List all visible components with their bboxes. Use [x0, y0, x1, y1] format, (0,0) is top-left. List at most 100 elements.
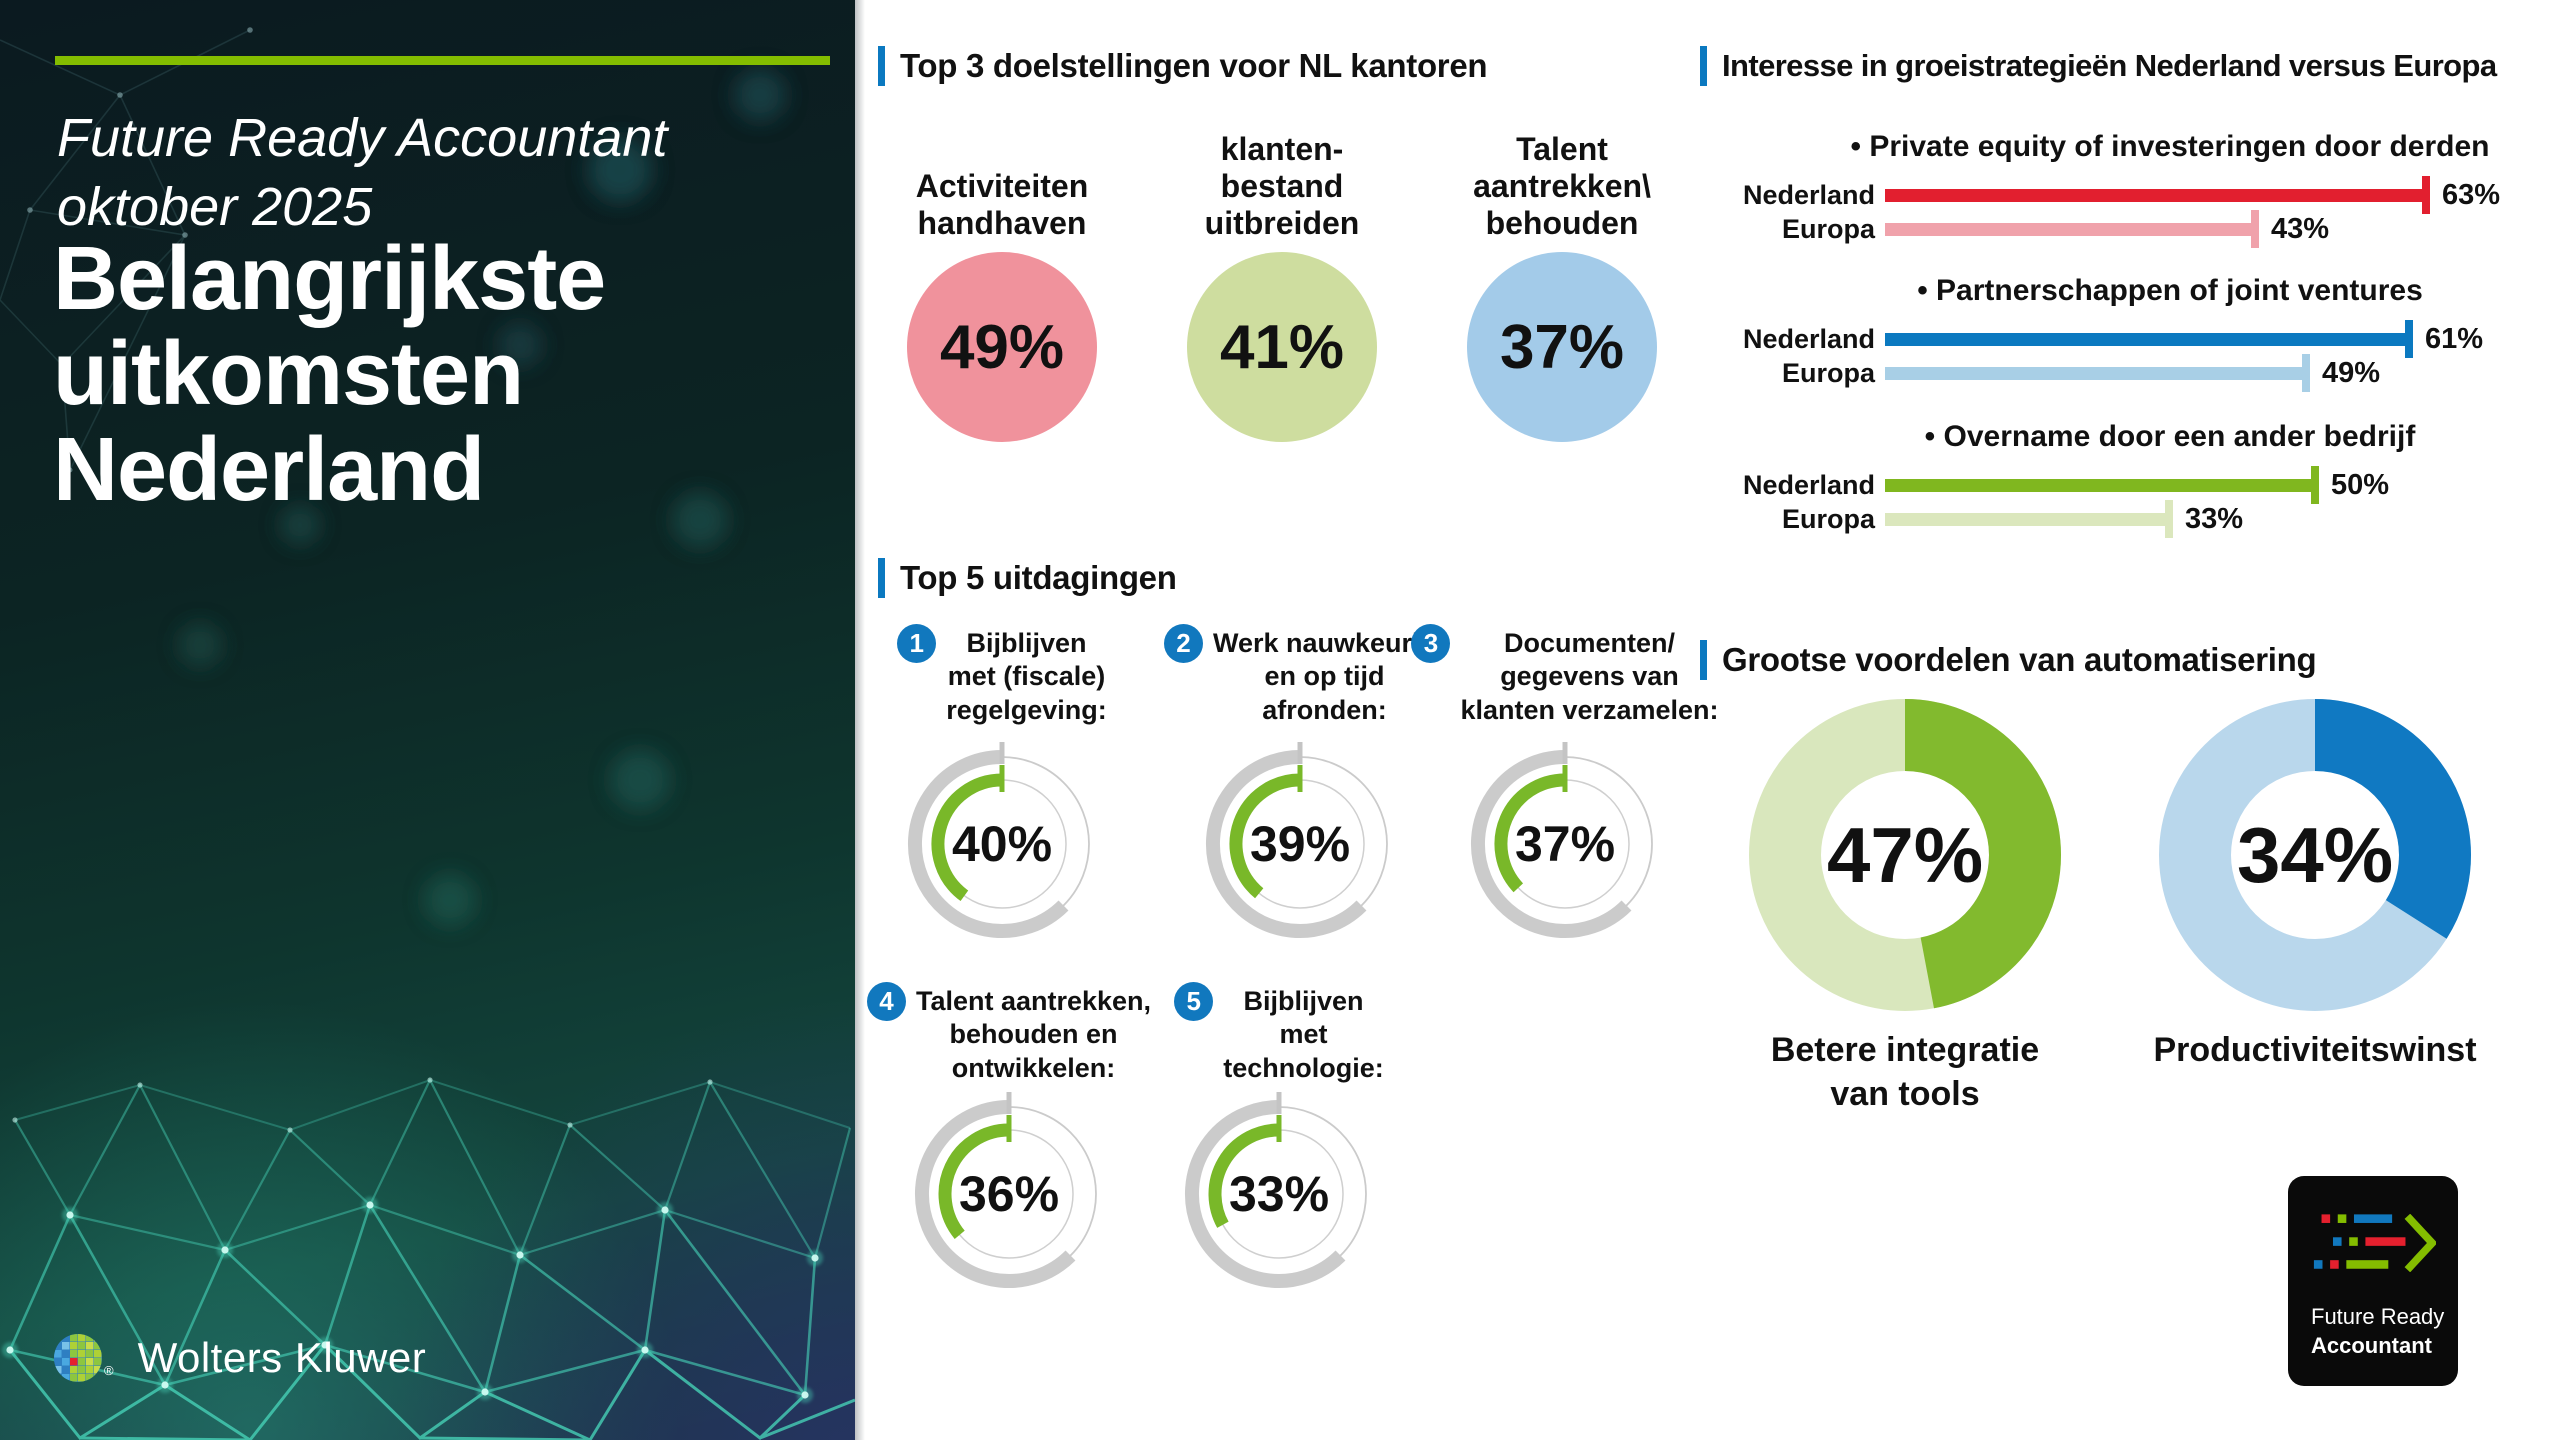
goal-item: Talent aantrekken\ behouden 37%: [1412, 118, 1712, 442]
challenge-gauge: [908, 742, 1090, 938]
goal-label: klanten- bestand uitbreiden: [1204, 130, 1360, 241]
benefit-donut: [2159, 699, 2471, 1011]
bar-endcap: [2302, 354, 2310, 392]
challenge-item: 5 Bijblijven met technologie:: [1099, 982, 1459, 1085]
country-row: Nederland 63%: [1700, 176, 2560, 214]
challenge-item: 3 Documenten/ gegevens van klanten verzam…: [1385, 624, 1745, 727]
goal-value: 49%: [939, 312, 1065, 382]
country-value: 50%: [2331, 468, 2390, 501]
strategy-group-title: • Partnerschappen of joint ventures: [1917, 274, 2423, 307]
section-title-benefits: Grootse voordelen van automatisering: [1700, 640, 2317, 680]
section-title-growth: Interesse in groeistrategieën Nederland …: [1700, 46, 2497, 86]
country-bar: [1885, 512, 2167, 526]
challenge-label: Bijblijven met (fiscale) regelgeving:: [946, 628, 1107, 725]
country-row: Nederland 50%: [1700, 466, 2560, 504]
report-edition-subtitle: Future Ready Accountant oktober 2025: [57, 108, 668, 238]
goal-item: Activiteiten handhaven 49%: [852, 118, 1152, 442]
challenge-label: Talent aantrekken, behouden en ontwikkel…: [915, 986, 1152, 1083]
challenge-label: Documenten/ gegevens van klanten verzame…: [1460, 628, 1719, 725]
goal-circle: 49%: [907, 252, 1097, 442]
accent-bar: [878, 558, 885, 598]
country-row: Europa 49%: [1700, 354, 2560, 392]
country-label: Europa: [1781, 503, 1875, 534]
section-title-text: Grootse voordelen van automatisering: [1722, 641, 2317, 678]
wolters-kluwer-logo: ® Wolters Kluwer: [54, 1334, 426, 1382]
left-panel: Future Ready Accountant oktober 2025 Bel…: [0, 0, 855, 1440]
country-value: 33%: [2185, 502, 2244, 535]
bar-endcap: [2405, 320, 2413, 358]
country-label: Nederland: [1742, 179, 1875, 210]
strategy-group-title: • Private equity of investeringen door d…: [1850, 130, 2490, 163]
challenge-number-badge: 5: [1174, 982, 1214, 1021]
page-title: Belangrijkste uitkomsten Nederland: [53, 229, 606, 520]
country-label: Nederland: [1742, 469, 1875, 500]
country-bar: [1885, 332, 2407, 346]
country-bar: [1885, 366, 2304, 380]
goal-item: klanten- bestand uitbreiden 41%: [1132, 118, 1432, 442]
country-label: Europa: [1781, 213, 1875, 244]
benefit-caption: Productiviteitswinst: [2153, 1031, 2477, 1069]
country-bar: [1885, 478, 2313, 492]
strategy-group-title: • Overname door een ander bedrijf: [1924, 420, 2416, 453]
challenge-number-badge: 1: [897, 624, 937, 663]
goal-circle: 37%: [1467, 252, 1657, 442]
section-title-text: Top 3 doelstellingen voor NL kantoren: [900, 47, 1488, 84]
wolters-kluwer-mosaic-icon: [54, 1334, 102, 1382]
benefit-caption: Betere integratie van tools: [1770, 1031, 2040, 1114]
badge-title-line1: Future Ready: [2311, 1304, 2445, 1329]
section-title-top3: Top 3 doelstellingen voor NL kantoren: [878, 46, 1488, 86]
bar-endcap: [2165, 500, 2173, 538]
bar-endcap: [2251, 210, 2259, 248]
country-row: Europa 33%: [1700, 500, 2560, 538]
challenge-item: 4 Talent aantrekken, behouden en ontwikke…: [829, 982, 1189, 1085]
country-bar-track: [1885, 210, 2259, 248]
challenge-label: Werk nauwkeurig en op tijd afronden:: [1212, 628, 1437, 725]
bar-endcap: [2311, 466, 2319, 504]
strategy-group: • Private equity of investeringen door d…: [1700, 130, 2560, 248]
strategy-group: • Overname door een ander bedrijf Nederla…: [1700, 420, 2560, 538]
challenge-gauge: [1185, 1092, 1367, 1288]
challenge-gauge: [1206, 742, 1388, 938]
country-bar: [1885, 188, 2424, 202]
section-title-text: Interesse in groeistrategieën Nederland …: [1722, 48, 2497, 83]
country-value: 63%: [2442, 178, 2501, 211]
goal-value: 41%: [1219, 312, 1345, 382]
registered-mark: ®: [104, 1363, 114, 1378]
accent-bar: [1700, 46, 1707, 86]
section-title-text: Top 5 uitdagingen: [900, 559, 1177, 596]
strategy-group: • Partnerschappen of joint ventures Neder…: [1700, 274, 2560, 392]
challenge-item: 2 Werk nauwkeurig en op tijd afronden:: [1120, 624, 1480, 727]
accent-bar: [1700, 640, 1707, 680]
challenge-item: 1 Bijblijven met (fiscale) regelgeving:: [822, 624, 1182, 727]
goal-value: 37%: [1499, 312, 1625, 382]
goal-label: Activiteiten handhaven: [915, 167, 1089, 241]
future-ready-accountant-badge: Future Ready Accountant: [2288, 1176, 2458, 1386]
country-bar-track: [1885, 466, 2319, 504]
accent-line: [55, 56, 830, 65]
country-label: Nederland: [1742, 323, 1875, 354]
country-bar-track: [1885, 176, 2430, 214]
panel-edge-shadow: [855, 0, 865, 1440]
country-bar-track: [1885, 500, 2173, 538]
country-row: Europa 43%: [1700, 210, 2560, 248]
badge-arrow-icon: [2313, 1214, 2436, 1272]
challenge-label: Bijblijven met technologie:: [1223, 986, 1384, 1083]
goal-circle: 41%: [1187, 252, 1377, 442]
goal-label: Talent aantrekken\ behouden: [1473, 130, 1651, 241]
benefit-donut: [1749, 699, 2061, 1011]
country-row: Nederland 61%: [1700, 320, 2560, 358]
country-bar-track: [1885, 354, 2310, 392]
network-background-graphic: [0, 27, 855, 1440]
challenge-gauge: [915, 1092, 1097, 1288]
challenge-number-badge: 4: [866, 982, 906, 1021]
badge-title-line2: Accountant: [2311, 1333, 2432, 1358]
section-title-challenges: Top 5 uitdagingen: [878, 558, 1177, 598]
country-label: Europa: [1781, 357, 1875, 388]
wolters-kluwer-wordmark: Wolters Kluwer: [137, 1334, 427, 1381]
challenge-number-badge: 3: [1411, 624, 1451, 663]
country-value: 49%: [2322, 356, 2381, 389]
country-value: 61%: [2425, 322, 2484, 355]
country-bar: [1885, 222, 2253, 236]
challenge-number-badge: 2: [1163, 624, 1203, 663]
